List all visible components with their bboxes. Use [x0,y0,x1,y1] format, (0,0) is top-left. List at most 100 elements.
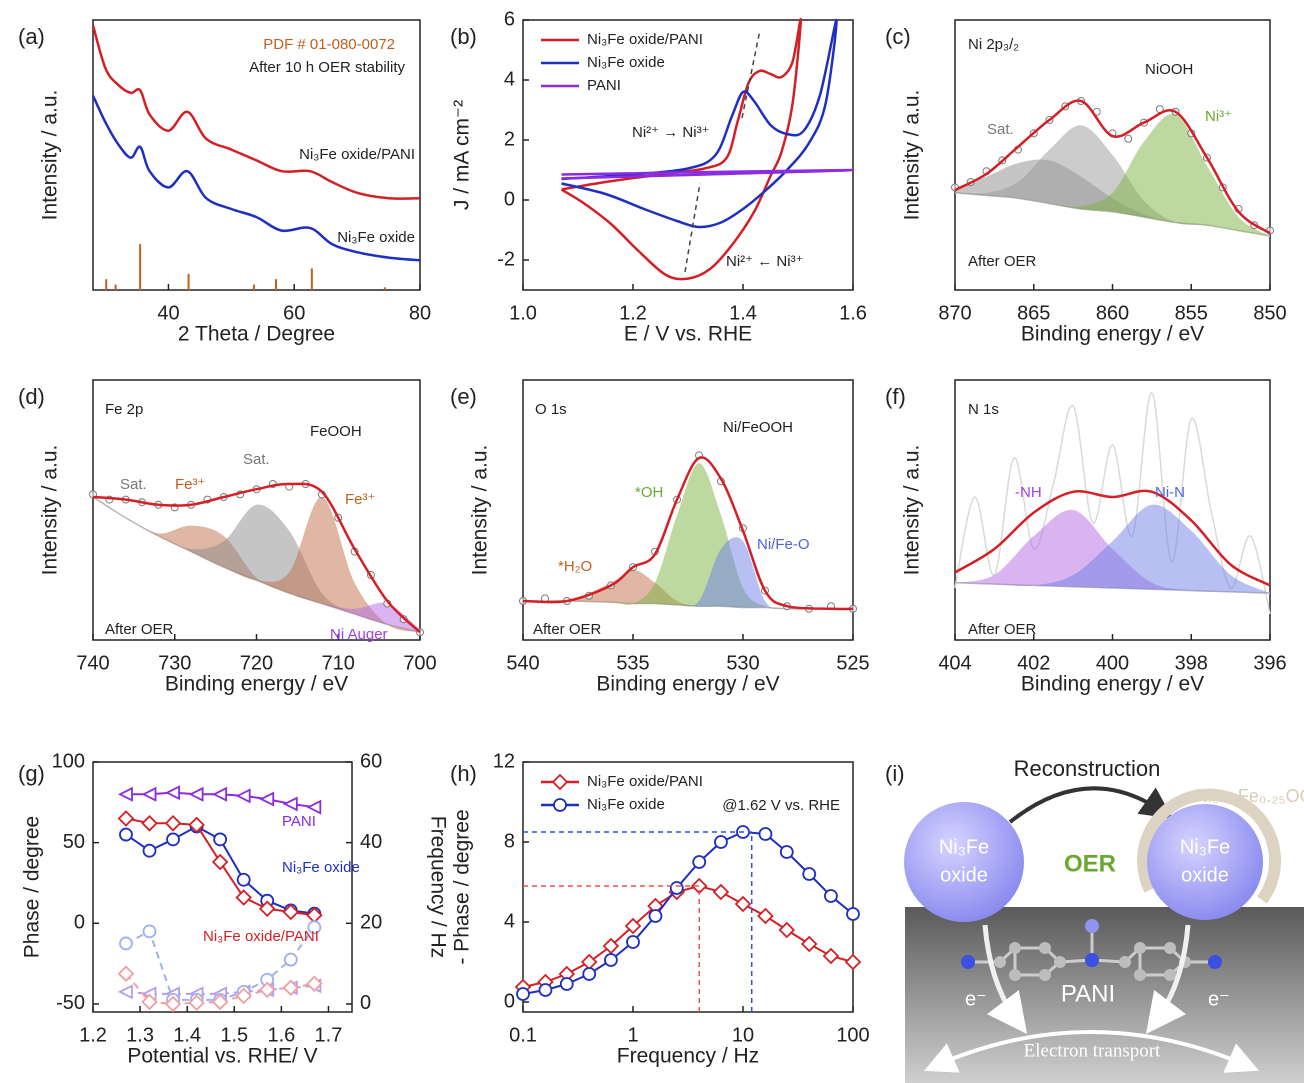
marker [188,994,205,1011]
annotation: Ni-N [1155,484,1185,501]
annotation: After OER [105,621,174,638]
y-axis-label: Phase / degree [21,816,44,958]
peak-area [93,497,420,633]
marker [258,900,276,918]
marker [846,907,860,921]
y2-tick-label: 60 [360,750,382,772]
annotation: *OH [635,484,663,501]
annotation: Ni²⁺ → Ni³⁺ [632,124,710,141]
x-tick-label: 740 [76,652,109,674]
transport-label: Electron transport [1024,1040,1161,1061]
oer-label: OER [1064,850,1116,877]
x-tick-label: 60 [283,302,305,324]
y-tick-label: 0 [504,990,515,1012]
annotation: Fe 2p [105,401,143,418]
marker [779,845,794,859]
diagram-title: Reconstruction [1014,756,1161,781]
panel-label: (f) [885,384,906,409]
x-tick-label: 700 [403,652,436,674]
x-tick-label: 1.6 [267,1024,295,1046]
marker [306,799,322,815]
sphere-label: Ni₃Fe [1180,836,1230,858]
x-tick-label: 1.4 [729,302,757,324]
y-axis-label: Intensity / a.u. [901,445,924,576]
marker [648,909,663,923]
legend-label: Ni₃Fe oxide [587,796,665,813]
sphere-label: oxide [940,864,988,886]
x-axis-label: Binding energy / eV [165,673,348,696]
annotation: Ni³⁺ [1205,108,1232,125]
y-tick-label: 4 [504,910,515,932]
x-tick-label: 1.0 [509,302,537,324]
diagram-panel: (i) Reconstruction Ni₀.₇₅Fe₀.₂₅OOH Ni₃Fe… [885,756,1304,1083]
x-tick-label: 720 [240,652,273,674]
peak-area [523,463,853,609]
noise-line [954,392,1271,615]
x-tick-label: 1.6 [839,302,867,324]
marker [164,995,182,1013]
y-tick-label: -50 [56,992,85,1014]
x-tick-label: 540 [506,652,539,674]
legend-label: Ni₃Fe oxide [587,54,665,71]
annotation: @1.62 V vs. RHE [722,797,840,814]
marker [235,987,252,1005]
marker [283,952,298,967]
sphere-label: oxide [1181,864,1229,886]
annotation: Fe³⁺ [175,476,205,493]
peak-area [93,497,420,633]
marker [306,975,323,993]
x-tick-label: 100 [836,1024,869,1046]
marker [307,920,322,935]
marker [188,786,204,802]
series-label: Ni₃Fe oxide [282,859,360,876]
annotation: Ni²⁺ ← Ni³⁺ [726,253,804,270]
x-tick-label: 10 [732,1024,754,1046]
y-tick-label: 2 [504,128,515,150]
x-tick-label: 402 [1017,652,1050,674]
x-tick-label: 404 [938,652,971,674]
marker [141,815,158,832]
marker [516,987,530,1001]
marker [538,983,553,997]
marker [712,883,730,901]
panel-label: (a) [18,24,45,49]
y-axis-label: Intensity / a.u. [901,90,924,221]
series-label: PANI [282,813,316,830]
marker [236,872,251,887]
data-line [91,95,421,262]
annotation: Ni/Fe-O [757,536,810,553]
y-axis-label: Intensity / a.u. [39,90,62,221]
x-tick-label: 1.3 [126,1024,154,1046]
marker [119,827,133,842]
plot-frame [522,761,854,1013]
x-tick-label: 0.1 [509,1024,537,1046]
marker [259,791,275,807]
annotation: After OER [968,621,1037,638]
y2-tick-label: 40 [360,831,382,853]
plot-frame [92,19,421,291]
marker [141,993,158,1011]
annotation: After 10 h OER stability [249,59,405,76]
annotation: -NH [1015,484,1042,501]
panel-label: (c) [885,24,911,49]
x-tick-label: 40 [157,302,179,324]
marker [844,953,862,971]
marker [551,773,569,791]
x-axis-label: Potential vs. RHE/ V [127,1045,317,1068]
x-tick-label: 398 [1175,652,1208,674]
marker [211,993,229,1011]
y-tick-label: 6 [504,8,515,30]
x-tick-label: 865 [1017,302,1050,324]
data-line [125,973,315,1005]
marker [282,979,300,997]
marker [602,937,620,955]
panel-label: (e) [450,384,477,409]
y-tick-label: -2 [497,248,515,270]
plot-frame [522,379,854,641]
x-tick-label: 710 [322,652,355,674]
marker [213,832,228,847]
marker [117,965,135,982]
x-axis-label: E / V vs. RHE [624,323,752,346]
x-axis-label: 2 Theta / Degree [178,323,335,346]
